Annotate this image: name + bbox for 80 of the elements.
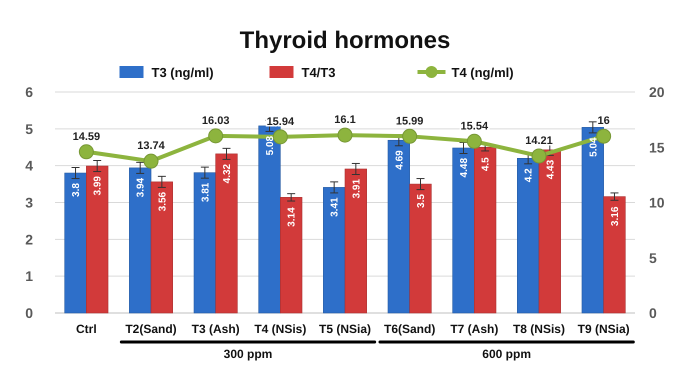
data-label: 3.8 [71, 182, 82, 197]
data-label: 4.43 [545, 159, 556, 180]
data-label: 16 [598, 115, 610, 128]
y-tick-label: 1 [25, 268, 34, 284]
data-label: 3.91 [351, 178, 362, 198]
bar [474, 146, 496, 314]
point [338, 128, 352, 143]
data-label: 16.1 [334, 114, 356, 126]
bar [194, 172, 216, 314]
x-tick-label: T2(Sand) [125, 322, 177, 336]
point [596, 128, 612, 144]
y2-tick-label: 20 [649, 84, 665, 100]
bar [409, 184, 432, 314]
data-label: 15.54 [460, 120, 489, 132]
point [78, 144, 94, 160]
data-label: 4.48 [458, 158, 470, 178]
data-label: 14.21 [525, 134, 553, 147]
y-tick-label: 5 [25, 120, 34, 137]
data-label: 4.2 [524, 168, 535, 182]
x-tick-label: T8 (NSis) [512, 322, 565, 336]
y-tick-label: 3 [25, 194, 34, 210]
bar [538, 150, 561, 314]
bar [388, 140, 410, 314]
data-label: 4.5 [480, 156, 492, 172]
x-tick-label: T7 (Ash) [450, 322, 498, 336]
x-tick-label: T4 (NSis) [254, 322, 306, 336]
legend-label: T4/T3 [302, 65, 336, 80]
point [272, 129, 288, 144]
bar [64, 172, 87, 314]
point [466, 134, 482, 149]
x-tick-label: Ctrl [76, 322, 97, 336]
data-label: 3.16 [610, 206, 621, 226]
bar [129, 168, 152, 314]
point [208, 128, 224, 144]
bar [452, 148, 475, 314]
bar [582, 127, 604, 314]
bar [86, 166, 108, 314]
chart-title: Thyroid hormones [240, 27, 450, 54]
point [531, 148, 546, 164]
data-label: 3.41 [330, 196, 341, 217]
bar [517, 158, 540, 314]
bar [280, 197, 302, 314]
y2-tick-label: 5 [649, 250, 657, 266]
x-tick-label: T6(Sand) [384, 322, 436, 336]
x-tick-label: T9 (NSia) [578, 322, 630, 336]
point [144, 154, 159, 169]
y2-tick-label: 10 [649, 194, 665, 210]
y-tick-label: 6 [25, 84, 34, 100]
y2-tick-label: 0 [649, 305, 657, 321]
data-label: 3.81 [200, 182, 212, 202]
y-tick-label: 2 [25, 231, 34, 248]
bar [344, 168, 367, 314]
bar [603, 196, 626, 314]
text: 600 ppm [482, 347, 531, 361]
legend-label: T3 (ng/ml) [152, 65, 214, 80]
bar [215, 154, 238, 314]
data-label: 3.99 [92, 176, 104, 196]
data-label: 4.69 [394, 150, 406, 170]
data-label: 5.04 [588, 136, 600, 157]
data-label: 15.99 [396, 115, 424, 128]
data-label: 14.59 [72, 130, 100, 143]
x-tick-label: T3 (Ash) [192, 322, 240, 336]
data-label: 13.74 [137, 140, 166, 152]
data-label: 4.32 [222, 163, 234, 184]
legend-label: T4 (ng/ml) [452, 65, 514, 80]
data-label: 16.03 [202, 114, 230, 127]
y-tick-label: 4 [25, 158, 34, 174]
bar [150, 182, 173, 314]
bar [258, 126, 281, 314]
y2-tick-label: 15 [649, 139, 665, 156]
data-label: 3.14 [286, 206, 298, 227]
text: 300 ppm [224, 347, 272, 361]
data-label: 3.94 [136, 177, 147, 198]
bar [323, 187, 346, 314]
y-tick-label: 0 [25, 305, 34, 321]
data-label: 3.5 [416, 194, 427, 208]
data-label: 5.08 [265, 135, 276, 156]
data-label: 3.56 [157, 191, 168, 212]
x-tick-label: T5 (NSia) [318, 322, 372, 336]
point [402, 128, 418, 144]
